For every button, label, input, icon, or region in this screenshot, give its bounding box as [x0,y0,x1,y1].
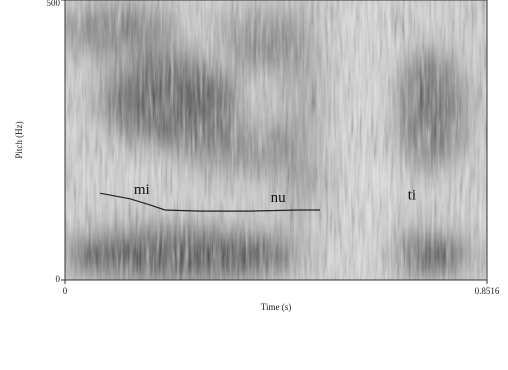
x-axis-label: Time (s) [261,302,291,312]
annotation: mi [134,182,150,198]
y-tick-label: 0 [56,274,61,284]
x-tick-label: 0.8516 [475,286,500,296]
y-tick-label: 500 [47,0,61,8]
pitch-contour [99,192,321,212]
annotation: nu [271,190,287,206]
y-axis-label: Pitch (Hz) [14,121,24,158]
spectrogram [65,0,487,280]
x-tick-label: 0 [63,286,68,296]
plot-frame [64,0,488,281]
annotation: ti [408,187,416,203]
